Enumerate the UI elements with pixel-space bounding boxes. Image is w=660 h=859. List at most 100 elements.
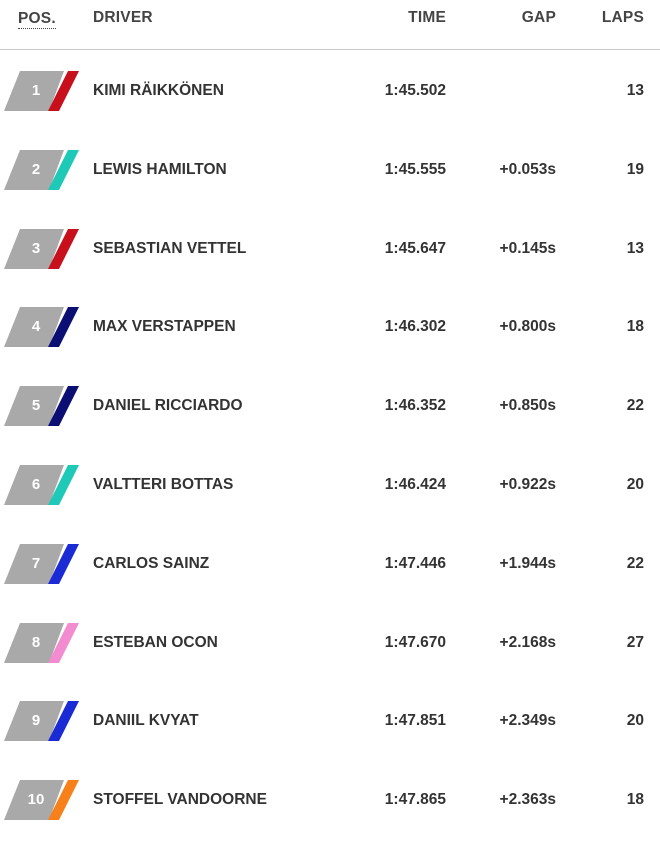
gap-value: +2.363s [499,791,556,808]
position-badge-shape [4,544,79,584]
team-color-stripe [48,386,79,426]
position-number: 4 [31,318,41,335]
lap-time: 1:47.446 [384,555,446,572]
position-number: 8 [31,634,41,651]
position-badge: 10 [4,780,88,820]
driver-name: DANIEL RICCIARDO [93,397,243,414]
header-time: TIME [408,9,446,26]
team-color-stripe [48,701,79,741]
table-row: 6 VALTTERI BOTTAS 1:46.424 +0.922s 20 [0,465,660,544]
position-badge-shape [4,386,79,426]
laps-count: 18 [626,791,644,808]
gap-value: +0.053s [499,161,556,178]
table-row: 1 KIMI RÄIKKÖNEN 1:45.502 13 [0,71,660,150]
gap-value: +0.850s [499,397,556,414]
table-row: 5 DANIEL RICCIARDO 1:46.352 +0.850s 22 [0,386,660,465]
position-badge: 7 [4,544,88,584]
table-header: POS. DRIVER TIME GAP LAPS [0,0,660,50]
position-badge: 1 [4,71,88,111]
driver-name: DANIIL KVYAT [93,712,199,729]
lap-time: 1:47.865 [384,791,446,808]
laps-count: 27 [626,634,644,651]
position-number: 9 [31,712,41,729]
lap-time: 1:47.670 [384,634,446,651]
driver-name: SEBASTIAN VETTEL [93,240,247,257]
lap-time: 1:46.302 [384,318,446,335]
position-badge-shape [4,623,79,663]
team-color-stripe [48,465,79,505]
position-badge-shape [4,150,79,190]
position-badge: 5 [4,386,88,426]
position-number: 2 [31,161,41,178]
position-number: 1 [31,82,41,99]
laps-count: 13 [626,82,644,99]
gap-value: +2.349s [499,712,556,729]
lap-time: 1:45.647 [384,240,446,257]
badge-grey-parallelogram [4,465,64,505]
laps-count: 20 [626,712,644,729]
driver-name: CARLOS SAINZ [93,555,210,572]
laps-count: 22 [626,555,644,572]
position-badge: 8 [4,623,88,663]
lap-time: 1:45.555 [384,161,446,178]
driver-name: STOFFEL VANDOORNE [93,791,267,808]
badge-grey-parallelogram [4,780,64,820]
lap-time: 1:46.424 [384,476,446,493]
table-row: 2 LEWIS HAMILTON 1:45.555 +0.053s 19 [0,150,660,229]
position-badge: 3 [4,229,88,269]
laps-count: 13 [626,240,644,257]
laps-count: 18 [626,318,644,335]
driver-name: VALTTERI BOTTAS [93,476,234,493]
position-badge: 9 [4,701,88,741]
badge-grey-parallelogram [4,623,64,663]
driver-name: LEWIS HAMILTON [93,161,227,178]
position-badge-shape [4,229,79,269]
driver-name: ESTEBAN OCON [93,634,218,651]
position-number: 10 [27,791,45,808]
position-badge-shape [4,307,79,347]
gap-value: +2.168s [499,634,556,651]
team-color-stripe [48,150,79,190]
badge-grey-parallelogram [4,386,64,426]
table-row: 10 STOFFEL VANDOORNE 1:47.865 +2.363s 18 [0,780,660,859]
team-color-stripe [48,71,79,111]
gap-value: +1.944s [499,555,556,572]
badge-grey-parallelogram [4,71,64,111]
badge-grey-parallelogram [4,544,64,584]
laps-count: 19 [626,161,644,178]
team-color-stripe [48,229,79,269]
header-pos[interactable]: POS. [18,10,56,29]
team-color-stripe [48,307,79,347]
header-driver: DRIVER [93,9,153,26]
gap-value: +0.922s [499,476,556,493]
team-color-stripe [48,623,79,663]
badge-grey-parallelogram [4,229,64,269]
position-badge-shape [4,701,79,741]
gap-value: +0.145s [499,240,556,257]
table-row: 9 DANIIL KVYAT 1:47.851 +2.349s 20 [0,701,660,780]
team-color-stripe [48,544,79,584]
lap-time: 1:46.352 [384,397,446,414]
table-row: 8 ESTEBAN OCON 1:47.670 +2.168s 27 [0,623,660,702]
badge-grey-parallelogram [4,701,64,741]
position-badge-shape [4,465,79,505]
team-color-stripe [48,780,79,820]
badge-grey-parallelogram [4,307,64,347]
position-badge: 4 [4,307,88,347]
position-badge: 2 [4,150,88,190]
lap-time: 1:45.502 [384,82,446,99]
header-gap: GAP [521,9,556,26]
position-badge-shape [4,71,79,111]
table-row: 3 SEBASTIAN VETTEL 1:45.647 +0.145s 13 [0,229,660,308]
position-number: 6 [31,476,41,493]
position-number: 7 [31,555,41,572]
driver-name: MAX VERSTAPPEN [93,318,236,335]
driver-name: KIMI RÄIKKÖNEN [93,82,224,99]
laps-count: 20 [626,476,644,493]
table-row: 4 MAX VERSTAPPEN 1:46.302 +0.800s 18 [0,307,660,386]
header-laps: LAPS [601,9,644,26]
position-number: 3 [31,240,41,257]
position-badge-shape [4,780,79,820]
table-row: 7 CARLOS SAINZ 1:47.446 +1.944s 22 [0,544,660,623]
position-badge: 6 [4,465,88,505]
